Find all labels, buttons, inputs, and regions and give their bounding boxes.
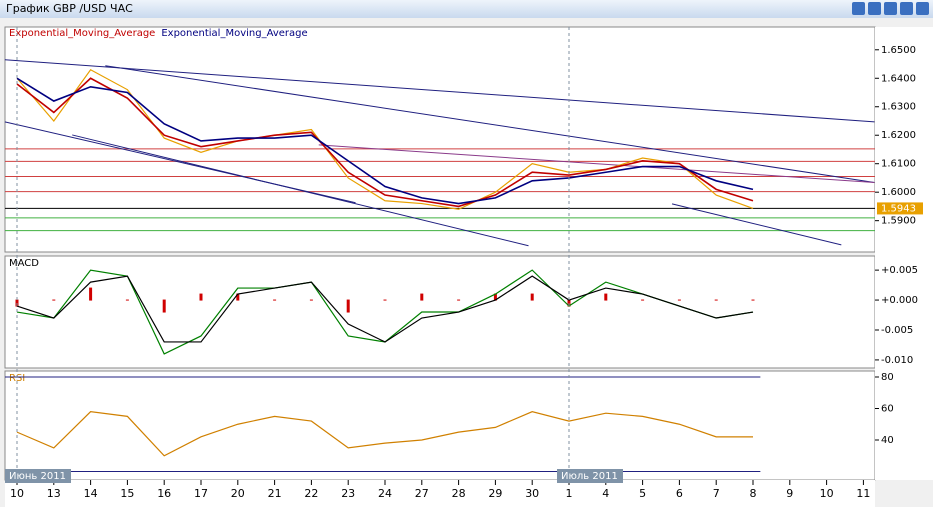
histogram-bar [273,300,276,301]
legend-entry: Exponential_Moving_Average [161,28,307,39]
period-label: Июль 2011 [561,471,618,482]
x-tick-label: 8 [750,487,757,500]
y-tick-label: 80 [881,372,894,383]
histogram-bar [200,294,203,301]
x-tick-label: 22 [304,487,318,500]
x-tick-label: 27 [415,487,429,500]
y-tick-label: +0.005 [881,265,918,276]
y-tick-label: 1.6400 [881,73,916,84]
x-tick-label: 10 [10,487,24,500]
x-tick-label: 13 [47,487,61,500]
histogram-bar [347,300,350,313]
x-tick-label: 29 [488,487,502,500]
x-tick-label: 14 [84,487,98,500]
histogram-bar [163,300,166,313]
period-label: Июнь 2011 [9,471,66,482]
y-tick-label: 1.6000 [881,187,916,198]
minimize-button[interactable] [884,2,897,15]
maximize-button[interactable] [900,2,913,15]
x-tick-label: 15 [120,487,134,500]
y-tick-label: +0.000 [881,295,918,306]
x-tick-label: 16 [157,487,171,500]
y-tick-label: 1.5900 [881,216,916,227]
histogram-bar [457,300,460,301]
x-tick-label: 20 [231,487,245,500]
y-tick-label: 1.6100 [881,159,916,170]
x-tick-label: 28 [452,487,466,500]
y-tick-label: -0.005 [881,325,913,336]
histogram-bar [641,300,644,301]
x-tick-label: 23 [341,487,355,500]
histogram-bar [420,294,423,301]
title-bar [0,0,933,18]
panel-title: MACD [9,258,39,269]
x-tick-label: 24 [378,487,392,500]
x-tick-label: 30 [525,487,539,500]
y-tick-label: -0.010 [881,355,913,366]
x-tick-label: 5 [639,487,646,500]
x-tick-label: 9 [786,487,793,500]
y-tick-label: 1.6300 [881,102,916,113]
x-tick-label: 21 [268,487,282,500]
histogram-bar [531,294,534,301]
close-button[interactable] [916,2,929,15]
window-title: График GBP /USD ЧАС [6,2,133,15]
histogram-bar [752,300,755,301]
x-tick-label: 4 [602,487,609,500]
histogram-bar [52,300,55,301]
histogram-bar [604,294,607,301]
x-tick-label: 10 [820,487,834,500]
histogram-bar [126,300,129,301]
time-scale [5,480,875,507]
help-button[interactable] [852,2,865,15]
histogram-bar [715,300,718,301]
y-tick-label: 1.6200 [881,130,916,141]
split-button[interactable] [868,2,881,15]
histogram-bar [89,288,92,301]
y-tick-label: 60 [881,403,894,414]
histogram-bar [384,300,387,301]
price-label: 1.5943 [881,203,916,214]
y-tick-label: 40 [881,435,894,446]
x-tick-label: 6 [676,487,683,500]
x-tick-label: 11 [856,487,870,500]
x-tick-label: 17 [194,487,208,500]
x-tick-label: 7 [713,487,720,500]
x-tick-label: 1 [566,487,573,500]
y-tick-label: 1.6500 [881,45,916,56]
legend-entry: Exponential_Moving_Average [9,28,155,39]
histogram-bar [678,300,681,301]
histogram-bar [310,300,313,301]
